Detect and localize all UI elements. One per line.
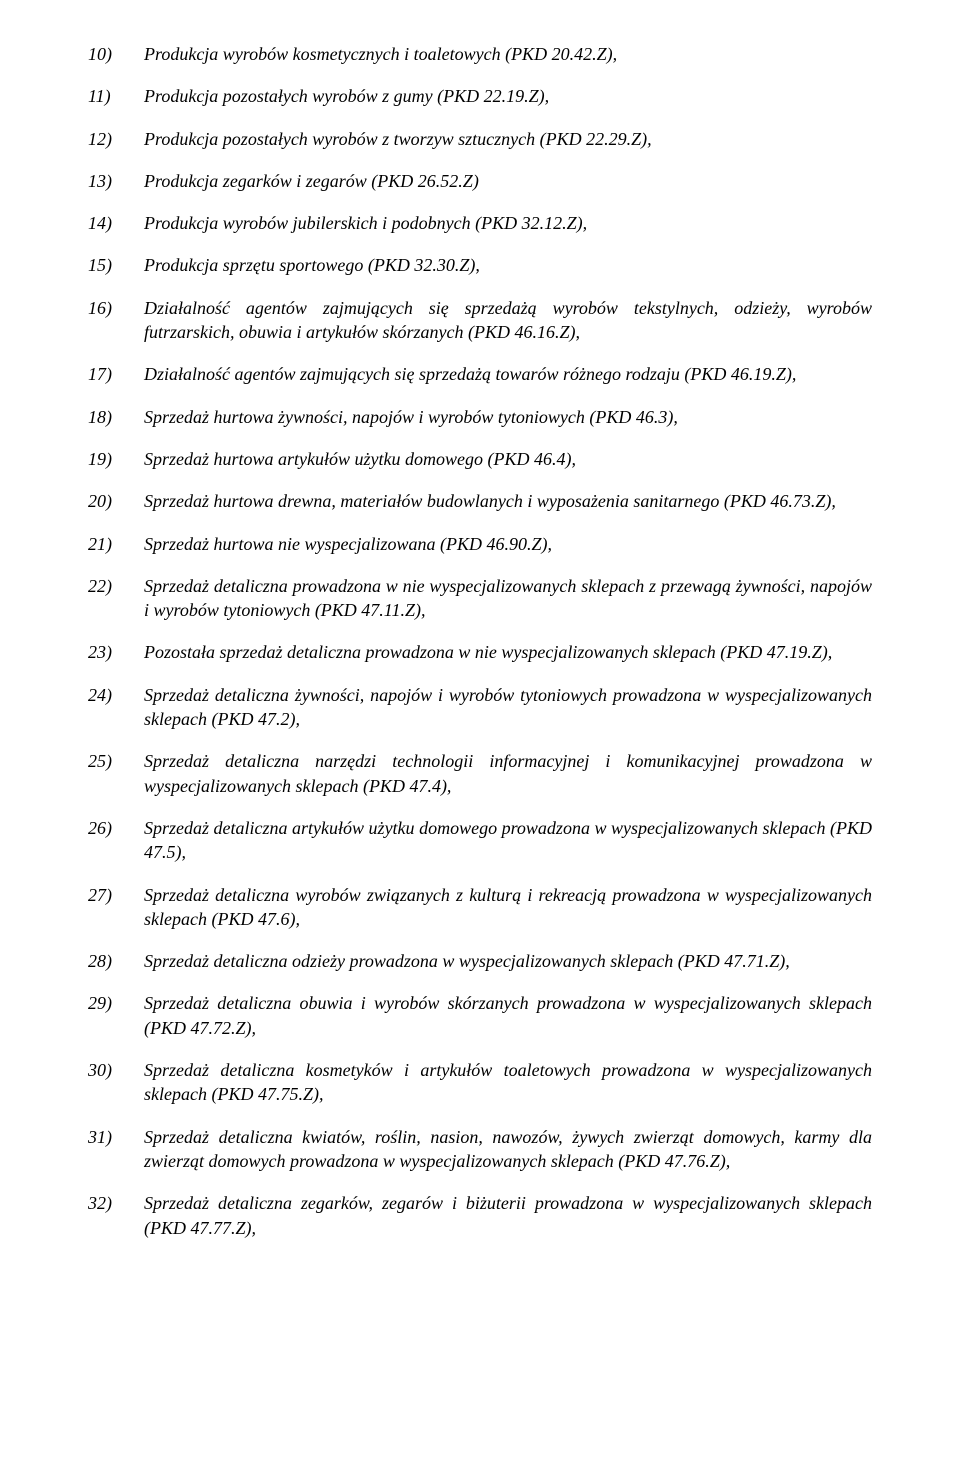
list-item: 23)Pozostała sprzedaż detaliczna prowadz… [88, 640, 872, 664]
item-text: Sprzedaż hurtowa nie wyspecjalizowana (P… [144, 532, 872, 556]
list-item: 29)Sprzedaż detaliczna obuwia i wyrobów … [88, 991, 872, 1040]
item-text: Sprzedaż detaliczna prowadzona w nie wys… [144, 574, 872, 623]
item-number: 14) [88, 211, 144, 235]
item-number: 25) [88, 749, 144, 773]
list-item: 20)Sprzedaż hurtowa drewna, materiałów b… [88, 489, 872, 513]
item-text: Sprzedaż hurtowa drewna, materiałów budo… [144, 489, 872, 513]
item-text: Sprzedaż detaliczna kosmetyków i artykuł… [144, 1058, 872, 1107]
list-item: 22)Sprzedaż detaliczna prowadzona w nie … [88, 574, 872, 623]
item-number: 15) [88, 253, 144, 277]
item-number: 22) [88, 574, 144, 598]
item-text: Produkcja pozostałych wyrobów z tworzyw … [144, 127, 872, 151]
item-text: Produkcja zegarków i zegarów (PKD 26.52.… [144, 169, 872, 193]
item-text: Produkcja wyrobów jubilerskich i podobny… [144, 211, 872, 235]
item-number: 12) [88, 127, 144, 151]
item-number: 26) [88, 816, 144, 840]
item-number: 30) [88, 1058, 144, 1082]
list-item: 32)Sprzedaż detaliczna zegarków, zegarów… [88, 1191, 872, 1240]
item-number: 20) [88, 489, 144, 513]
item-text: Produkcja wyrobów kosmetycznych i toalet… [144, 42, 872, 66]
list-item: 14)Produkcja wyrobów jubilerskich i podo… [88, 211, 872, 235]
list-item: 15)Produkcja sprzętu sportowego (PKD 32.… [88, 253, 872, 277]
item-number: 18) [88, 405, 144, 429]
item-text: Sprzedaż detaliczna kwiatów, roślin, nas… [144, 1125, 872, 1174]
list-item: 31)Sprzedaż detaliczna kwiatów, roślin, … [88, 1125, 872, 1174]
list-item: 13)Produkcja zegarków i zegarów (PKD 26.… [88, 169, 872, 193]
item-number: 13) [88, 169, 144, 193]
item-text: Sprzedaż detaliczna wyrobów związanych z… [144, 883, 872, 932]
item-text: Produkcja pozostałych wyrobów z gumy (PK… [144, 84, 872, 108]
item-text: Pozostała sprzedaż detaliczna prowadzona… [144, 640, 872, 664]
list-item: 24)Sprzedaż detaliczna żywności, napojów… [88, 683, 872, 732]
list-item: 16)Działalność agentów zajmujących się s… [88, 296, 872, 345]
item-number: 28) [88, 949, 144, 973]
item-text: Działalność agentów zajmujących się sprz… [144, 362, 872, 386]
item-number: 21) [88, 532, 144, 556]
list-item: 26)Sprzedaż detaliczna artykułów użytku … [88, 816, 872, 865]
item-text: Sprzedaż detaliczna artykułów użytku dom… [144, 816, 872, 865]
item-text: Sprzedaż detaliczna odzieży prowadzona w… [144, 949, 872, 973]
list-item: 28)Sprzedaż detaliczna odzieży prowadzon… [88, 949, 872, 973]
item-text: Sprzedaż detaliczna obuwia i wyrobów skó… [144, 991, 872, 1040]
list-item: 21)Sprzedaż hurtowa nie wyspecjalizowana… [88, 532, 872, 556]
list-item: 18)Sprzedaż hurtowa żywności, napojów i … [88, 405, 872, 429]
item-number: 24) [88, 683, 144, 707]
item-number: 17) [88, 362, 144, 386]
item-number: 29) [88, 991, 144, 1015]
numbered-list: 10)Produkcja wyrobów kosmetycznych i toa… [88, 42, 872, 1240]
list-item: 11)Produkcja pozostałych wyrobów z gumy … [88, 84, 872, 108]
list-item: 10)Produkcja wyrobów kosmetycznych i toa… [88, 42, 872, 66]
item-number: 27) [88, 883, 144, 907]
item-number: 31) [88, 1125, 144, 1149]
item-text: Sprzedaż hurtowa żywności, napojów i wyr… [144, 405, 872, 429]
item-text: Działalność agentów zajmujących się sprz… [144, 296, 872, 345]
item-number: 19) [88, 447, 144, 471]
list-item: 27)Sprzedaż detaliczna wyrobów związanyc… [88, 883, 872, 932]
item-number: 23) [88, 640, 144, 664]
item-text: Sprzedaż detaliczna żywności, napojów i … [144, 683, 872, 732]
item-text: Sprzedaż detaliczna narzędzi technologii… [144, 749, 872, 798]
item-text: Sprzedaż hurtowa artykułów użytku domowe… [144, 447, 872, 471]
item-number: 10) [88, 42, 144, 66]
list-item: 19)Sprzedaż hurtowa artykułów użytku dom… [88, 447, 872, 471]
list-item: 30)Sprzedaż detaliczna kosmetyków i arty… [88, 1058, 872, 1107]
item-number: 32) [88, 1191, 144, 1215]
item-number: 16) [88, 296, 144, 320]
item-text: Produkcja sprzętu sportowego (PKD 32.30.… [144, 253, 872, 277]
item-text: Sprzedaż detaliczna zegarków, zegarów i … [144, 1191, 872, 1240]
item-number: 11) [88, 84, 144, 108]
list-item: 12)Produkcja pozostałych wyrobów z tworz… [88, 127, 872, 151]
list-item: 17)Działalność agentów zajmujących się s… [88, 362, 872, 386]
list-item: 25)Sprzedaż detaliczna narzędzi technolo… [88, 749, 872, 798]
